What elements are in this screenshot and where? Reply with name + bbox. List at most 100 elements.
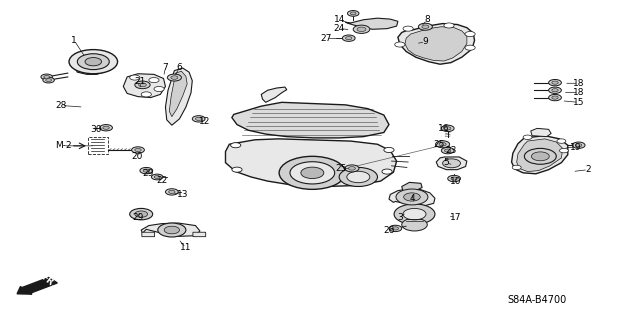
Circle shape — [404, 193, 420, 201]
Text: FR.: FR. — [39, 272, 58, 289]
Polygon shape — [389, 189, 435, 205]
Circle shape — [44, 76, 49, 78]
Circle shape — [141, 92, 152, 97]
Circle shape — [85, 57, 102, 66]
Text: 7: 7 — [163, 63, 168, 72]
Circle shape — [557, 139, 566, 143]
Circle shape — [290, 162, 335, 184]
Circle shape — [442, 125, 454, 131]
Circle shape — [143, 169, 150, 172]
Circle shape — [512, 165, 521, 170]
Circle shape — [348, 11, 359, 16]
Circle shape — [572, 142, 585, 148]
Text: 21: 21 — [134, 77, 145, 86]
Circle shape — [382, 169, 392, 174]
Circle shape — [559, 148, 568, 153]
Circle shape — [419, 23, 433, 30]
Circle shape — [132, 147, 145, 153]
Polygon shape — [402, 182, 422, 191]
Circle shape — [465, 32, 475, 37]
Polygon shape — [76, 63, 106, 74]
Text: 1: 1 — [71, 36, 77, 45]
Circle shape — [531, 152, 549, 161]
Polygon shape — [398, 24, 474, 64]
Circle shape — [552, 81, 558, 84]
Circle shape — [139, 83, 147, 87]
Circle shape — [348, 167, 355, 170]
Circle shape — [135, 81, 150, 89]
Circle shape — [465, 45, 475, 50]
Circle shape — [444, 23, 454, 28]
Text: 28: 28 — [56, 101, 67, 110]
Text: 13: 13 — [177, 190, 188, 199]
Circle shape — [301, 167, 324, 179]
Circle shape — [396, 189, 428, 205]
Text: S84A-B4700: S84A-B4700 — [508, 295, 567, 305]
Circle shape — [339, 167, 378, 187]
Circle shape — [394, 204, 435, 224]
Polygon shape — [166, 68, 192, 125]
Text: 15: 15 — [573, 98, 584, 107]
Text: 5: 5 — [444, 158, 449, 167]
Circle shape — [166, 189, 178, 195]
Polygon shape — [346, 18, 398, 29]
Circle shape — [548, 94, 561, 101]
Circle shape — [345, 165, 359, 172]
Polygon shape — [511, 136, 568, 174]
Text: 29: 29 — [142, 169, 153, 178]
Circle shape — [45, 79, 51, 82]
Circle shape — [445, 127, 451, 130]
Text: 14: 14 — [333, 15, 345, 24]
Text: 22: 22 — [157, 176, 168, 185]
Text: 9: 9 — [422, 38, 428, 47]
Text: 25: 25 — [433, 140, 444, 149]
Circle shape — [389, 225, 402, 232]
Circle shape — [350, 12, 356, 15]
Text: 10: 10 — [451, 177, 462, 186]
Circle shape — [448, 175, 461, 182]
Circle shape — [403, 208, 426, 220]
Polygon shape — [225, 139, 397, 187]
Circle shape — [158, 223, 186, 237]
Polygon shape — [261, 87, 287, 102]
Circle shape — [195, 117, 202, 121]
Circle shape — [384, 147, 394, 152]
Circle shape — [346, 37, 352, 40]
Circle shape — [443, 159, 461, 168]
Circle shape — [140, 167, 153, 174]
Polygon shape — [124, 74, 166, 98]
Polygon shape — [531, 128, 551, 137]
Text: 26: 26 — [383, 226, 395, 234]
Circle shape — [548, 79, 561, 86]
Circle shape — [342, 35, 355, 41]
Text: 18: 18 — [573, 79, 584, 88]
Text: 19: 19 — [570, 143, 581, 152]
Circle shape — [154, 86, 164, 92]
Circle shape — [548, 87, 561, 93]
Circle shape — [192, 116, 205, 122]
Text: 11: 11 — [180, 243, 191, 252]
Circle shape — [442, 147, 454, 154]
Circle shape — [392, 227, 399, 230]
Text: 29: 29 — [132, 213, 144, 222]
Text: 24: 24 — [333, 24, 345, 33]
Circle shape — [169, 190, 175, 194]
Text: 17: 17 — [451, 213, 462, 222]
Text: 2: 2 — [586, 165, 591, 174]
Circle shape — [357, 27, 366, 32]
Circle shape — [439, 143, 446, 146]
Text: 18: 18 — [573, 88, 584, 97]
Text: 25: 25 — [335, 164, 347, 173]
Circle shape — [100, 124, 113, 131]
Circle shape — [422, 25, 429, 28]
Polygon shape — [170, 71, 187, 117]
Circle shape — [524, 148, 556, 164]
Circle shape — [403, 26, 413, 31]
Circle shape — [168, 74, 181, 81]
Circle shape — [402, 218, 428, 231]
Polygon shape — [141, 223, 200, 236]
Text: M-2: M-2 — [55, 141, 72, 150]
Circle shape — [445, 149, 451, 152]
Circle shape — [171, 76, 178, 79]
Circle shape — [103, 126, 109, 129]
